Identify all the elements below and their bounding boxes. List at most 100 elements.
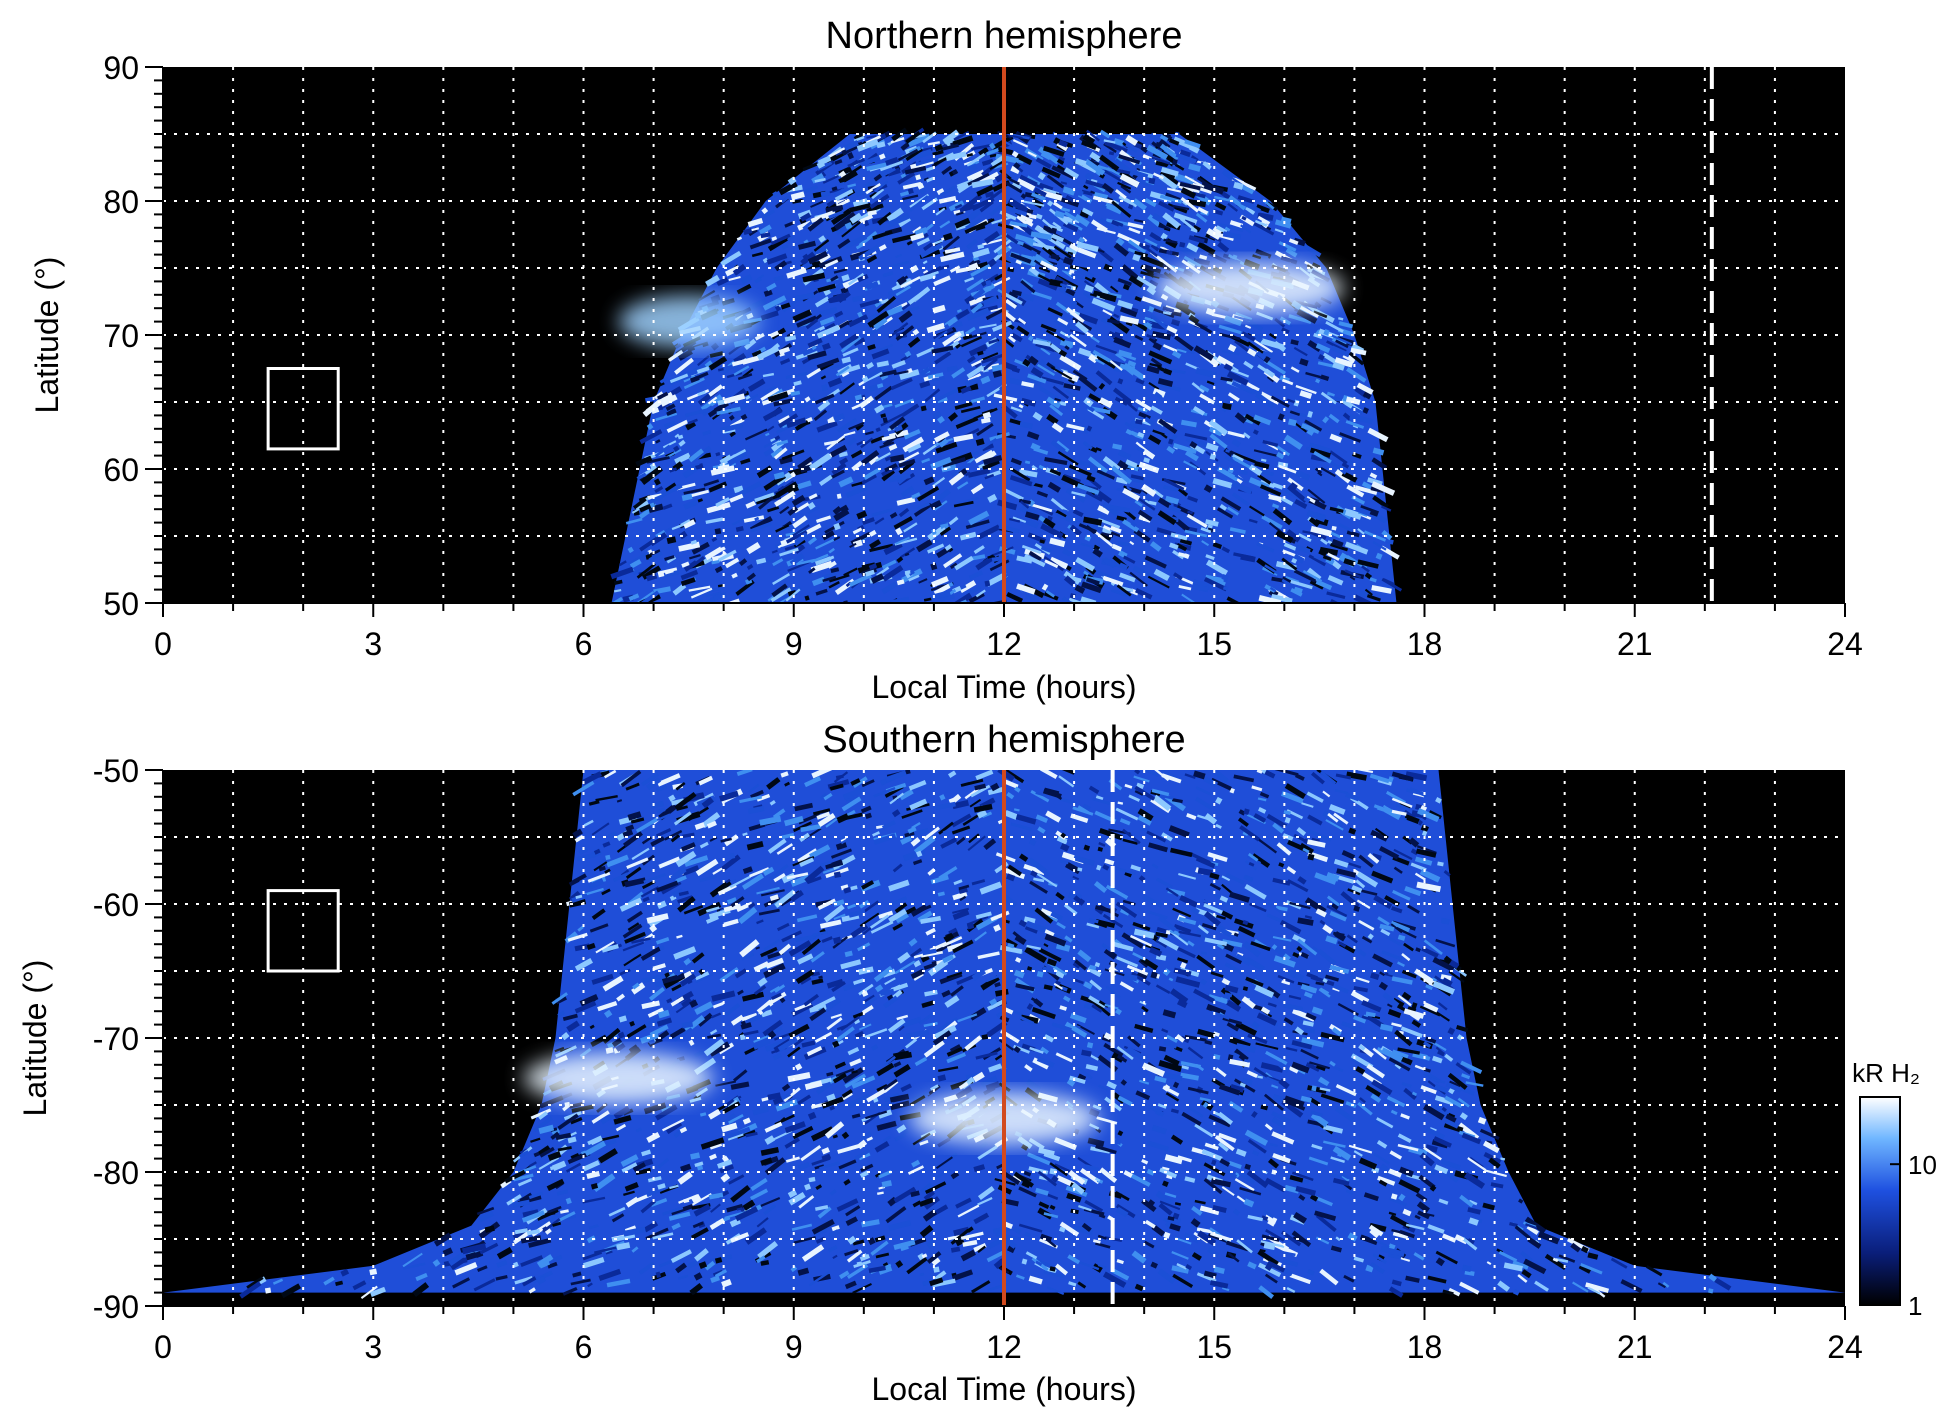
south-emission-streak [1378,981,1388,991]
south-emission-streak [1211,1159,1217,1166]
north-emission-streak [855,187,869,198]
north-emission-streak [895,527,903,536]
north-emission-streak [1104,202,1123,215]
south-emission-streak [1380,1047,1404,1063]
north-emission-streak [1212,477,1233,489]
south-emission-streak [851,1075,876,1089]
north-emission-streak [654,486,664,494]
south-emission-streak [1391,976,1413,985]
north-emission-streak [627,546,634,554]
north-emission-streak [1152,239,1168,248]
north-emission-streak [1064,167,1080,180]
north-emission-streak [1020,254,1039,263]
north-emission-streak [1118,562,1129,571]
south-emission-streak [845,1216,858,1226]
north-emission-streak [1191,191,1206,199]
north-emission-streak [1227,392,1240,402]
south-emission-streak [369,1286,386,1297]
north-emission-streak [1275,561,1297,571]
north-emission-streak [1172,549,1185,560]
north-emission-streak [1285,247,1298,258]
north-emission-streak [881,469,896,482]
south-emission-streak [1289,1175,1304,1183]
south-emission-streak [1272,877,1291,886]
north-emission-streak [925,166,935,172]
south-emission-streak [1333,1065,1344,1073]
north-emission-streak [610,596,624,603]
north-emission-streak [1103,263,1114,273]
north-emission-streak [1004,339,1015,348]
south-emission-streak [1358,1044,1366,1051]
south-emission-streak [1196,1227,1216,1234]
north-emission-streak [1348,351,1365,366]
north-emission-streak [749,238,772,250]
south-emission-streak [1369,1222,1387,1232]
south-emission-streak [1244,884,1267,900]
south-emission-streak [1264,770,1276,779]
south-emission-streak [969,1007,987,1021]
north-y-tick-label: 90 [103,50,139,86]
north-emission-streak [777,542,787,549]
north-emission-streak [1234,339,1253,355]
south-emission-streak [675,1262,687,1274]
south-emission-streak [844,1280,857,1290]
south-emission-streak [1355,1066,1366,1075]
south-emission-streak [839,834,847,842]
north-emission-streak [1245,206,1256,215]
north-emission-streak [1214,417,1220,423]
south-emission-streak [1148,1199,1156,1207]
south-emission-streak [739,939,760,958]
south-emission-streak [877,1191,884,1195]
south-emission-streak [1103,947,1118,960]
north-emission-streak [1016,583,1036,595]
north-emission-streak [1343,558,1356,567]
north-emission-streak [900,276,921,289]
north-emission-streak [913,502,933,517]
south-emission-streak [1139,770,1160,778]
north-emission-streak [1086,474,1096,483]
north-emission-streak [894,537,918,546]
north-emission-streak [1011,289,1022,297]
south-emission-streak [539,1095,564,1109]
north-emission-streak [1126,486,1132,492]
south-emission-streak [971,879,986,886]
south-emission-streak [1443,870,1451,877]
south-emission-streak [1335,1084,1357,1097]
north-emission-streak [1070,300,1078,308]
south-emission-streak [567,1136,577,1144]
north-emission-streak [1152,429,1165,436]
south-emission-streak [1004,1007,1014,1015]
north-emission-streak [718,339,737,355]
north-emission-streak [1099,154,1120,172]
south-emission-streak [894,902,908,914]
north-emission-streak [1109,359,1123,372]
north-emission-streak [1143,457,1150,464]
south-emission-streak [931,1257,941,1266]
south-emission-streak [791,1223,813,1232]
north-emission-streak [1328,395,1342,403]
south-emission-streak [1063,903,1078,916]
north-emission-streak [1092,349,1112,363]
north-emission-streak [1180,187,1197,199]
north-emission-streak [1299,358,1309,367]
north-emission-streak [1134,499,1143,507]
south-emission-streak [1520,1250,1533,1263]
south-emission-streak [881,1180,893,1188]
north-emission-streak [880,298,890,305]
south-emission-streak [1204,937,1228,946]
north-emission-streak [1332,431,1346,439]
north-xlabel: Local Time (hours) [872,669,1137,705]
north-emission-streak [902,436,925,453]
north-emission-streak [1244,324,1252,329]
north-emission-streak [1074,301,1084,309]
north-emission-streak [904,552,910,557]
south-emission-streak [769,894,779,901]
south-emission-streak [1042,966,1057,975]
north-emission-streak [1005,205,1028,217]
north-emission-streak [935,388,959,402]
south-emission-streak [698,968,705,976]
north-emission-streak [1146,286,1157,296]
north-emission-streak [1063,575,1076,587]
south-emission-streak [1242,919,1249,926]
north-emission-streak [1084,284,1094,293]
